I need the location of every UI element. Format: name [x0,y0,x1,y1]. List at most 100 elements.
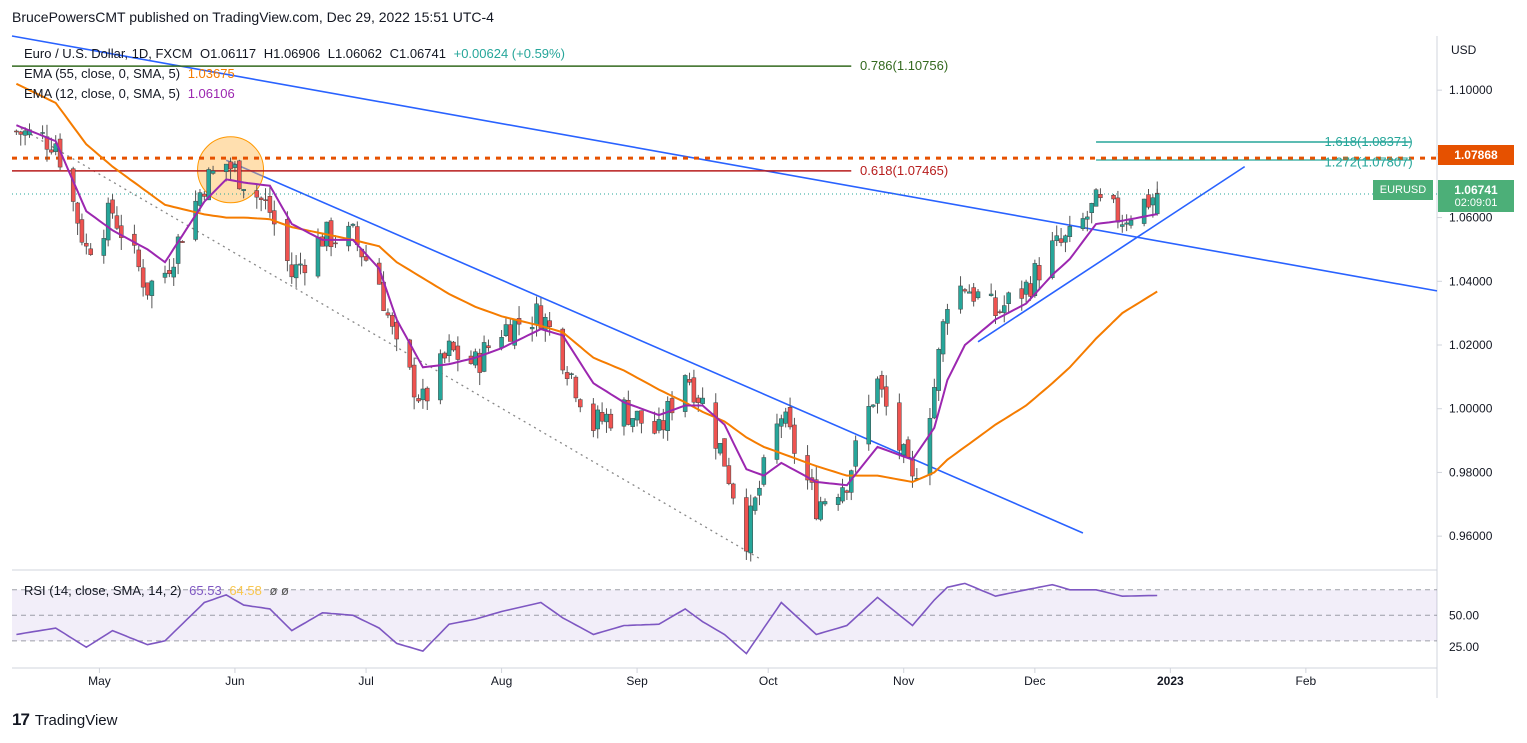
tradingview-logo-icon: 17 [12,710,30,729]
uptrend-line [977,165,1246,343]
candle-body [136,249,142,268]
time-tick-label: Dec [1024,674,1045,688]
candle-body [1111,194,1116,200]
candle-body [630,418,635,427]
candle-body [945,309,950,324]
candle-body [573,376,579,399]
legend-ema12-label: EMA (12, close, 0, SMA, 5) [24,86,181,101]
legend-rsi-label: RSI (14, close, SMA, 14, 2) [24,583,182,598]
candle-body [840,487,845,502]
candle-body [805,455,810,481]
last-price-tag: 1.06741 02:09:01 [1438,180,1514,212]
candle-body [1141,198,1147,224]
candle-body [232,164,238,168]
candle-body [101,238,107,256]
candle-body [604,413,609,423]
candle-body [564,372,570,379]
candle-body [132,233,137,246]
legend-change: +0.00624 (+0.59%) [453,46,565,61]
candle-body [1150,197,1156,206]
price-tick-label: 1.04000 [1449,274,1493,288]
candle-body [254,190,260,198]
indicators [15,82,1158,655]
footer-branding[interactable]: 17 TradingView [12,710,117,730]
legend-symbol[interactable]: Euro / U.S. Dollar, 1D, FXCM O1.06117 H1… [24,46,569,61]
dotted-channel-line [20,127,760,560]
candle-body [167,270,172,275]
candle-body [844,490,850,493]
candle-body [792,424,797,454]
candle-body [669,398,675,414]
candle-body [866,406,871,445]
symbol-name-tag: EURUSD [1373,180,1433,200]
candle-body [407,339,413,368]
candle-body [752,497,758,511]
candle-body [1019,288,1024,299]
candle-body [1058,238,1064,243]
legend-rsi-value: 65.53 [189,583,222,598]
candle-body [499,337,504,348]
candle-body [534,303,539,326]
drawings: 0.786(1.10756) 0.618(1.07465) 1.618(1.0837… [11,35,1438,560]
candle-body [197,192,203,206]
candle-body [193,200,198,240]
candle-body [18,131,23,135]
candle-body [394,321,399,340]
legend-low: L1.06062 [327,46,382,61]
legend-ema12[interactable]: EMA (12, close, 0, SMA, 5) 1.06106 [24,86,239,101]
candle-body [477,352,482,373]
candle-body [1002,305,1007,313]
candle-body [1128,219,1134,226]
candle-body [350,223,356,226]
legend-ema12-value: 1.06106 [187,86,235,101]
candle-body [722,438,727,467]
candle-body [696,397,701,403]
fib-786-label: 0.786(1.10756) [860,58,948,73]
candle-body [79,219,85,243]
candle-body [1089,202,1094,214]
candle-body [901,444,906,456]
candle-body [1054,235,1059,241]
main-pane [12,36,1437,568]
candle-body [875,378,880,404]
candle-body [241,189,246,191]
candle-body [1067,226,1073,237]
time-tick-label: Jun [225,674,244,688]
time-tick-label: 2023 [1157,674,1184,688]
candle-body [975,291,981,299]
candle-body [595,409,600,430]
candle-body [425,387,430,402]
legend-ema55[interactable]: EMA (55, close, 0, SMA, 5) 1.03675 [24,66,239,81]
candle-body [481,342,487,372]
candle-body [14,130,19,133]
candle-body [293,264,299,279]
candle-body [1023,281,1029,295]
candle-body [442,352,447,359]
candle-body [202,193,207,197]
candle-body [779,418,784,427]
candle-body [910,459,915,477]
rsi-tick-label: 50.00 [1449,608,1479,622]
candle-body [682,375,688,412]
candle-body [818,501,823,520]
candle-body [687,379,692,383]
currency-label: USD [1451,43,1477,57]
candle-body [1098,194,1103,198]
candle-body [936,349,941,391]
candle-body [508,324,513,342]
publisher-header: BrucePowersCMT published on TradingView.… [12,9,494,25]
candle-body [691,377,697,403]
lower-downtrend-line [225,159,1084,534]
candle-body [853,440,858,467]
legend-rsi[interactable]: RSI (14, close, SMA, 14, 2) 65.53 64.58 … [24,583,293,598]
candle-body [940,321,946,355]
candle-body [988,293,994,296]
candle-body [1115,197,1121,223]
candle-body [22,130,28,136]
candle-body [621,399,627,427]
candle-body [267,196,273,213]
candle-body [569,373,574,375]
candle-body [420,388,426,401]
candle-body [717,443,723,454]
